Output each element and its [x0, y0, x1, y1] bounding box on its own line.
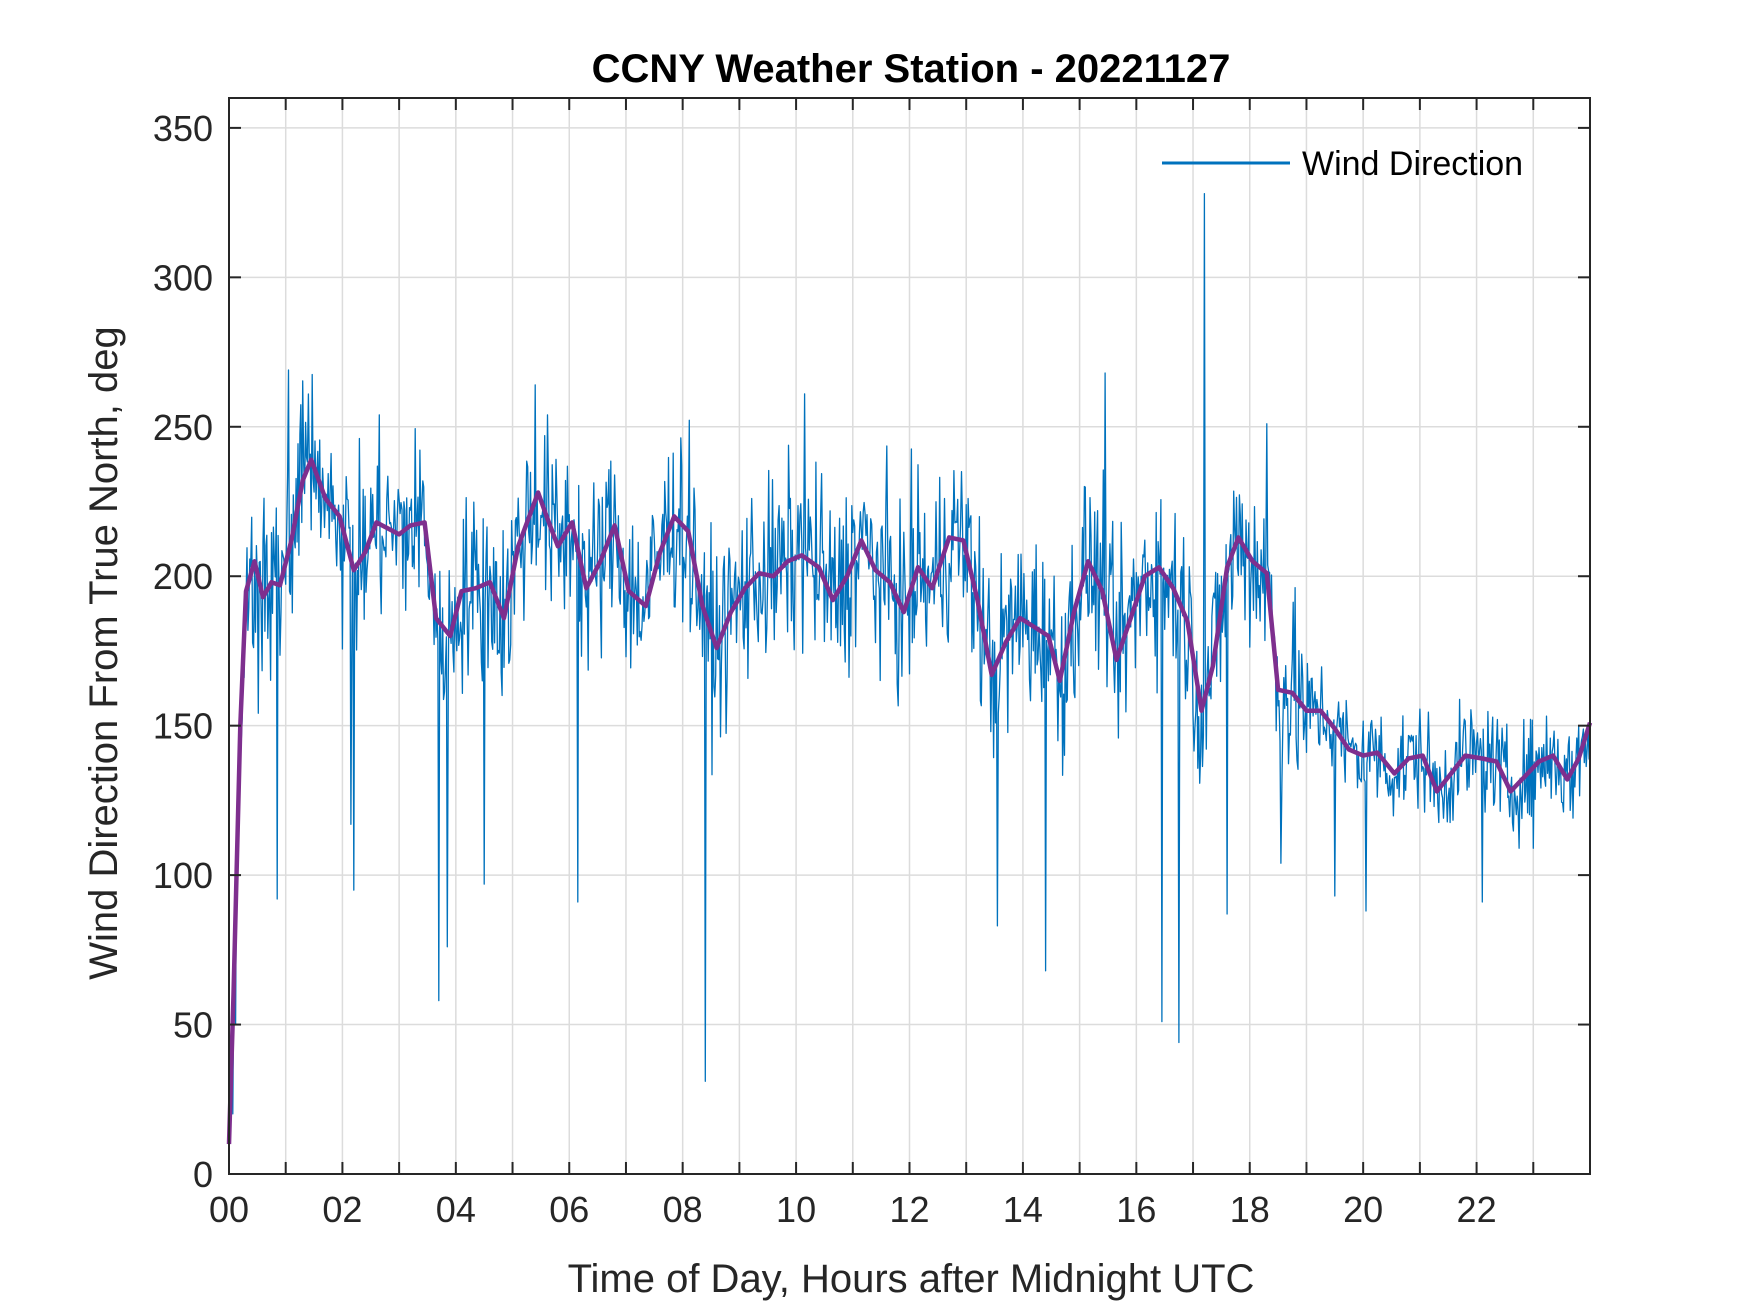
x-tick-label: 10: [776, 1189, 816, 1230]
x-tick-label: 22: [1457, 1189, 1497, 1230]
x-tick-label: 12: [889, 1189, 929, 1230]
legend-label-wind-direction: Wind Direction: [1302, 145, 1523, 183]
smoothed-line: [226, 457, 1593, 1145]
y-tick-label: 350: [153, 108, 213, 149]
y-tick-label: 300: [153, 257, 213, 298]
x-tick-label: 20: [1343, 1189, 1383, 1230]
x-tick-label: 06: [549, 1189, 589, 1230]
y-tick-label: 100: [153, 855, 213, 896]
smoothed-series: [226, 457, 1593, 1145]
y-tick-label: 200: [153, 556, 213, 597]
x-tick-label: 18: [1230, 1189, 1270, 1230]
y-tick-label: 150: [153, 706, 213, 747]
y-axis-title: Wind Direction From True North, deg: [82, 326, 126, 980]
x-tick-label: 14: [1003, 1189, 1043, 1230]
wind-direction-series: [228, 192, 1591, 1163]
y-tick-label: 50: [173, 1005, 213, 1046]
x-tick-label: 02: [322, 1189, 362, 1230]
wind-direction-line: [228, 192, 1591, 1163]
chart-title: CCNY Weather Station - 20221127: [592, 47, 1231, 91]
y-tick-label: 0: [193, 1154, 213, 1195]
x-axis-title: Time of Day, Hours after Midnight UTC: [568, 1257, 1255, 1301]
x-tick-label: 00: [209, 1189, 249, 1230]
x-tick-label: 08: [663, 1189, 703, 1230]
tick-labels: 00 02 04 06 08 10 12 14 16 18 20 22 0 50 100 150 200 250 3…: [153, 108, 1497, 1230]
legend: Wind Direction: [1162, 145, 1523, 183]
x-tick-label: 04: [436, 1189, 476, 1230]
x-tick-label: 16: [1116, 1189, 1156, 1230]
y-tick-label: 250: [153, 407, 213, 448]
axes: [228, 97, 1591, 1175]
